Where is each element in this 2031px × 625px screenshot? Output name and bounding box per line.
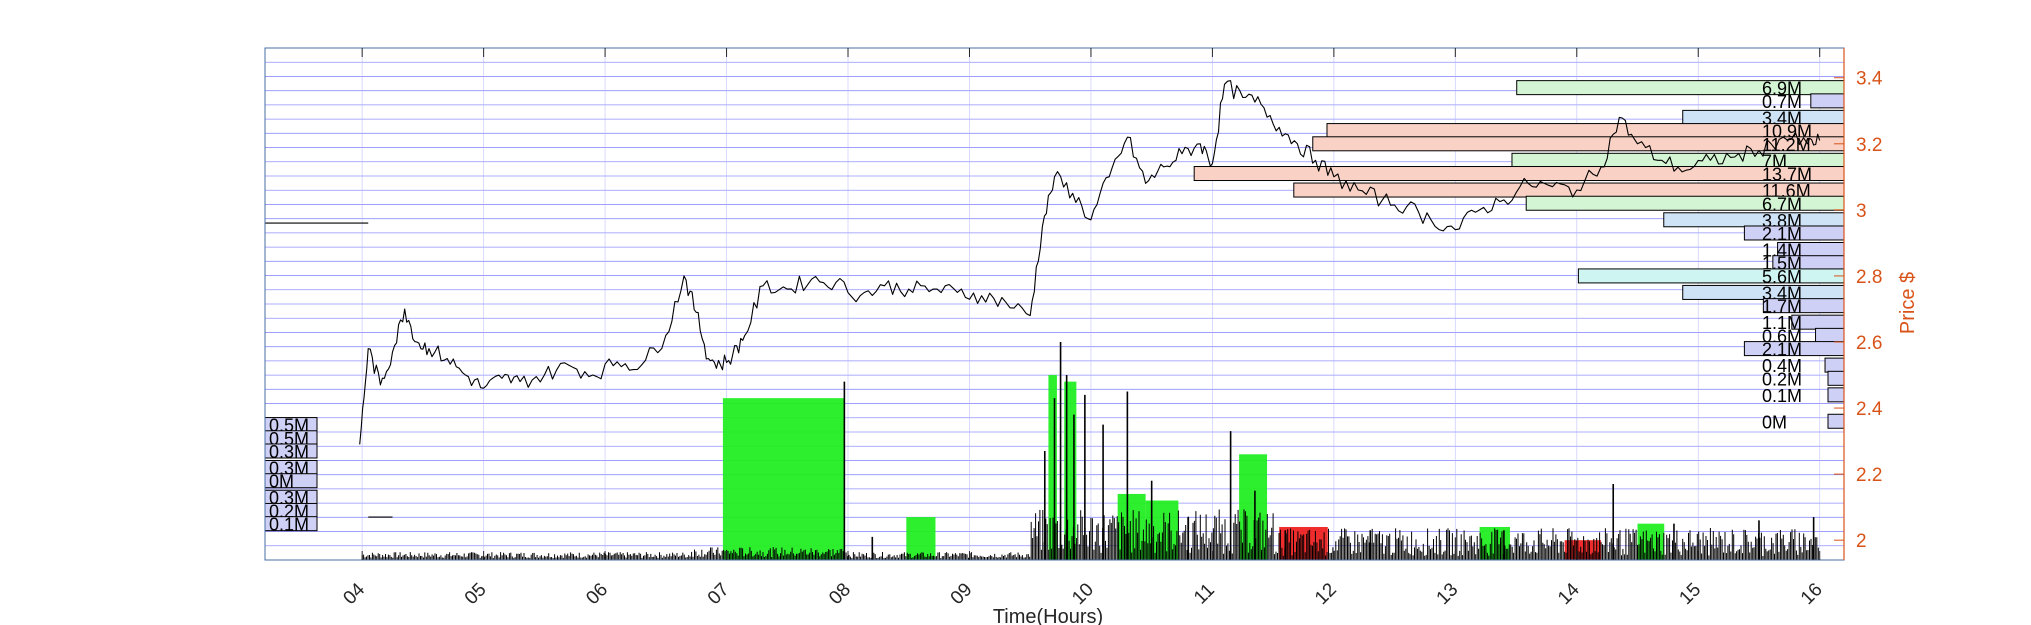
volume-profile-label: 0.1M <box>1762 386 1802 406</box>
x-tick-label: 06 <box>582 579 612 609</box>
volume-profile-bar <box>1577 268 1845 284</box>
volume-profile-bar <box>1663 212 1845 228</box>
x-tick-label: 08 <box>825 579 855 609</box>
price-series <box>265 80 1821 518</box>
volume-profile-bar <box>1827 370 1845 386</box>
x-tick-label: 04 <box>339 579 369 609</box>
x-tick-label: 10 <box>1068 579 1098 609</box>
volume-block <box>722 398 845 560</box>
x-tick-label: 12 <box>1311 579 1341 609</box>
volume-profile-label: 2.1M <box>1762 224 1802 244</box>
volume-block <box>1048 375 1057 560</box>
y-tick-label: 2.2 <box>1856 465 1882 486</box>
volume-profile-bar <box>1810 93 1845 109</box>
x-tick-label: 15 <box>1675 579 1705 609</box>
y-tick-label: 2.4 <box>1856 399 1883 420</box>
volume-profile-label: 0.2M <box>1762 369 1802 389</box>
left-volume-label: 0.3M <box>269 442 309 462</box>
volume-profile-label: 1.7M <box>1762 297 1802 317</box>
volume-profile-label: 0.7M <box>1762 92 1802 112</box>
left-volume-label: 0.1M <box>269 515 309 535</box>
y-tick-label: 3.4 <box>1856 69 1883 90</box>
price-line <box>359 80 1821 445</box>
volume-profile-label: 5.6M <box>1762 267 1802 287</box>
volume-profile-bar <box>1827 387 1845 403</box>
left-volume-label: 0M <box>269 472 294 492</box>
volume-block <box>906 517 936 560</box>
volume-profile: 6.9M0.7M3.4M10.9M11.2M7M13.7M11.6M6.7M3.… <box>264 79 1845 535</box>
y-tick-label: 3.2 <box>1856 135 1882 156</box>
x-axis-label: Time(Hours) <box>993 606 1103 625</box>
volume-profile-label: 11.2M <box>1762 135 1811 155</box>
volume-bars <box>361 341 1819 560</box>
volume-profile-label: 0.4M <box>1762 356 1802 376</box>
y-axis-label: Price $ <box>1897 272 1919 334</box>
volume-profile-bar <box>1815 327 1845 343</box>
x-tick-label: 05 <box>461 579 491 609</box>
x-tick-label: 14 <box>1554 579 1584 609</box>
volume-profile-label: 6.7M <box>1762 194 1802 214</box>
volume-profile-bar <box>1827 413 1845 429</box>
volume-profile-label: 13.7M <box>1762 165 1812 185</box>
y-tick-label: 3 <box>1856 201 1867 222</box>
volume-profile-bar <box>1193 166 1845 182</box>
volume-profile-bar <box>1824 357 1845 373</box>
y-tick-label: 2.8 <box>1856 267 1882 288</box>
x-tick-label: 09 <box>947 579 977 609</box>
volume-profile-label: 1.1M <box>1762 313 1802 333</box>
y-tick-label: 2.6 <box>1856 333 1882 354</box>
volume-profile-label: 2.1M <box>1762 340 1802 360</box>
x-tick-label: 16 <box>1797 579 1827 609</box>
volume-block <box>1117 493 1146 560</box>
volume-profile-label: 6.9M <box>1762 79 1802 99</box>
volume-profile-label: 0M <box>1762 412 1787 432</box>
y-tick-label: 2 <box>1856 531 1867 552</box>
x-tick-label: 07 <box>704 579 734 609</box>
x-tick-label: 13 <box>1433 579 1463 609</box>
x-tick-label: 11 <box>1190 580 1219 609</box>
